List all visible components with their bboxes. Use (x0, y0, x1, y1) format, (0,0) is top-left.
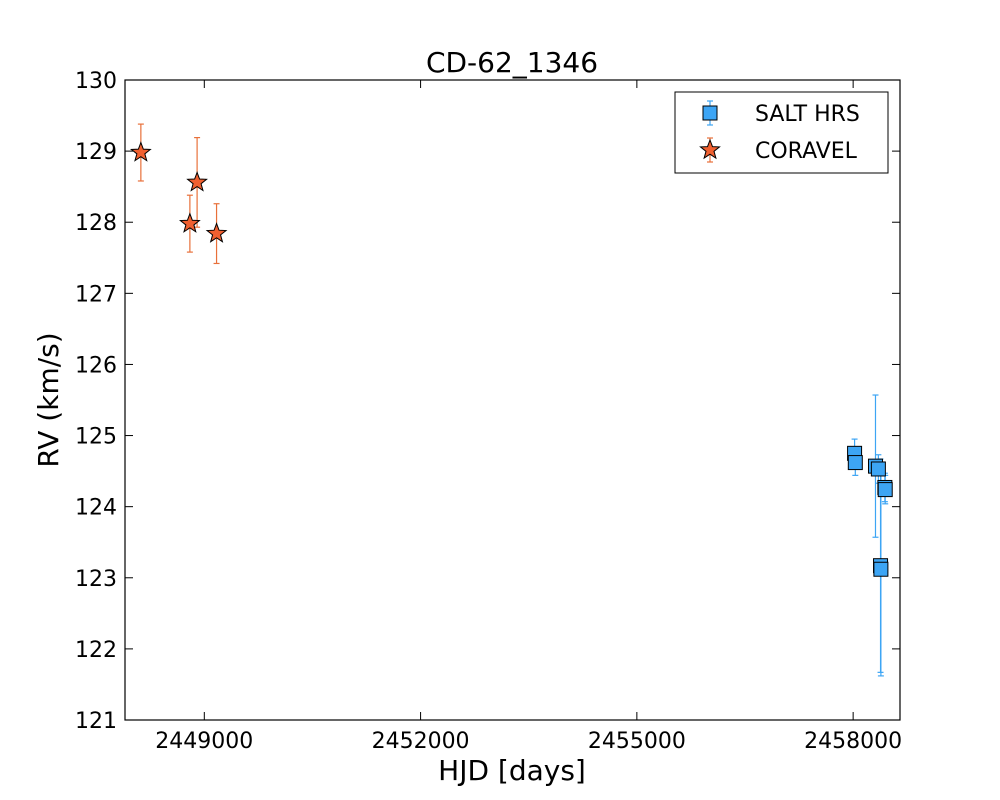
legend-salt-hrs-marker (702, 105, 718, 121)
chart-title: CD-62_1346 (426, 46, 598, 79)
x-tick-label: 2449000 (155, 729, 253, 754)
error-bars (137, 123, 889, 677)
y-tick-label: 123 (75, 567, 117, 592)
x-tick-label: 2452000 (372, 729, 470, 754)
y-tick-label: 130 (75, 69, 117, 94)
y-tick-label: 127 (75, 282, 117, 307)
salt-hrs-point (877, 482, 893, 498)
coravel-point (186, 170, 208, 192)
y-tick-label: 129 (75, 140, 117, 165)
y-axis-label: RV (km/s) (32, 332, 65, 467)
y-tick-label: 121 (75, 709, 117, 734)
y-tick-label: 128 (75, 211, 117, 236)
x-tick-label: 2455000 (588, 729, 686, 754)
x-tick-label: 2458000 (804, 729, 902, 754)
plot-frame (124, 79, 901, 721)
y-tick-label: 126 (75, 353, 117, 378)
y-tick-label: 125 (75, 425, 117, 450)
legend-coravel-marker (699, 138, 721, 160)
coravel-point (205, 222, 228, 243)
axis-ticks: 2449000 2452000 2455000 2458000 121 122 123 124… (75, 69, 902, 754)
legend-salt-hrs-label: SALT HRS (755, 102, 860, 127)
y-tick-label: 124 (75, 496, 117, 521)
salt-hrs-point (870, 461, 886, 477)
x-axis-label: HJD [days] (438, 754, 586, 787)
salt-hrs-point (847, 455, 863, 471)
legend-coravel-label: CORAVEL (755, 139, 858, 164)
data-markers (129, 141, 893, 577)
salt-hrs-point (873, 561, 889, 577)
y-tick-label: 122 (75, 638, 117, 663)
coravel-point (129, 141, 152, 162)
coravel-point (179, 212, 201, 233)
legend: SALT HRS CORAVEL (674, 91, 889, 174)
